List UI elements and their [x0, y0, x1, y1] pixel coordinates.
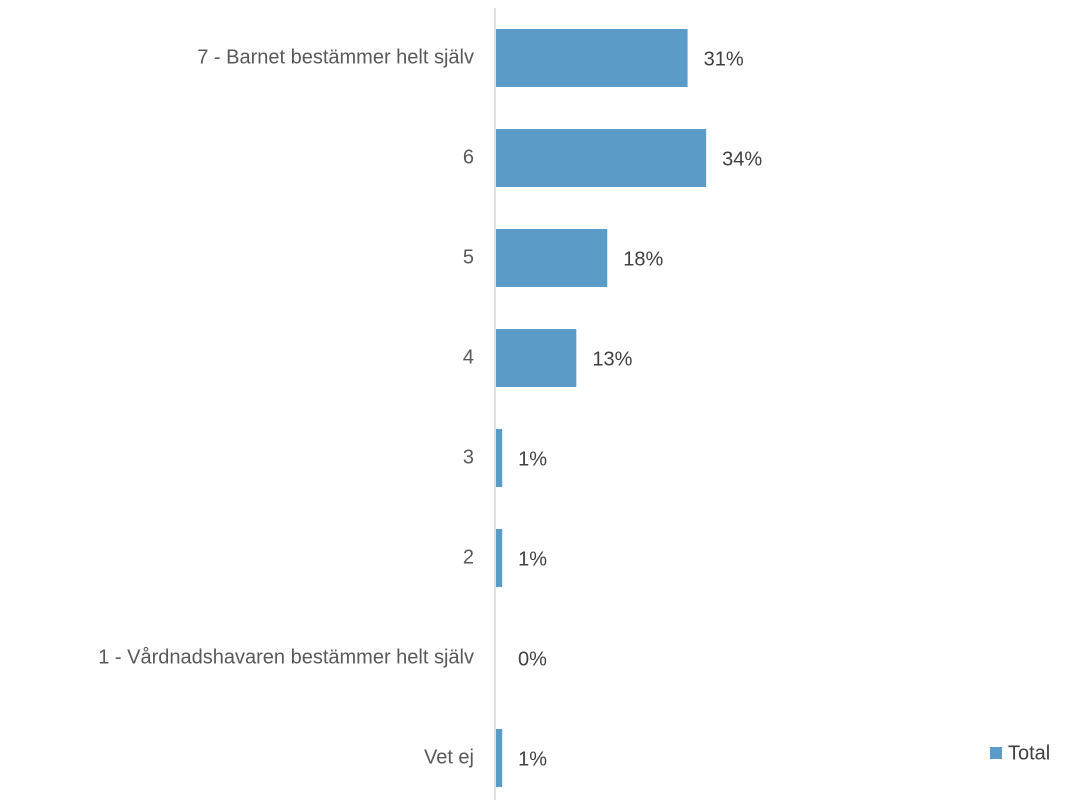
- bar: [496, 329, 577, 387]
- bar: [496, 129, 707, 187]
- data-label: 1%: [518, 548, 547, 570]
- bar: [496, 429, 503, 487]
- data-label: 1%: [518, 448, 547, 470]
- labels-layer: 7 - Barnet bestämmer helt själv 31%6 34%5 1…: [98, 46, 762, 770]
- data-label: 31%: [704, 48, 744, 70]
- category-label: 2: [463, 546, 474, 568]
- category-label: 1 - Vårdnadshavaren bestämmer helt själv: [98, 646, 474, 668]
- category-label: Vet ej: [424, 746, 474, 768]
- bar: [496, 729, 503, 787]
- data-label: 18%: [623, 248, 663, 270]
- legend: Total: [990, 742, 1050, 764]
- category-label: 4: [463, 346, 474, 368]
- category-label: 6: [463, 146, 474, 168]
- category-label: 7 - Barnet bestämmer helt själv: [197, 46, 474, 68]
- bar: [496, 529, 503, 587]
- bars-layer: [496, 29, 707, 787]
- category-label: 5: [463, 246, 474, 268]
- bar: [496, 229, 608, 287]
- data-label: 0%: [518, 648, 547, 670]
- legend-label: Total: [1008, 742, 1050, 764]
- legend-swatch: [990, 747, 1002, 759]
- bar: [496, 29, 688, 87]
- category-label: 3: [463, 446, 474, 468]
- data-label: 1%: [518, 748, 547, 770]
- data-label: 34%: [722, 148, 762, 170]
- data-label: 13%: [592, 348, 632, 370]
